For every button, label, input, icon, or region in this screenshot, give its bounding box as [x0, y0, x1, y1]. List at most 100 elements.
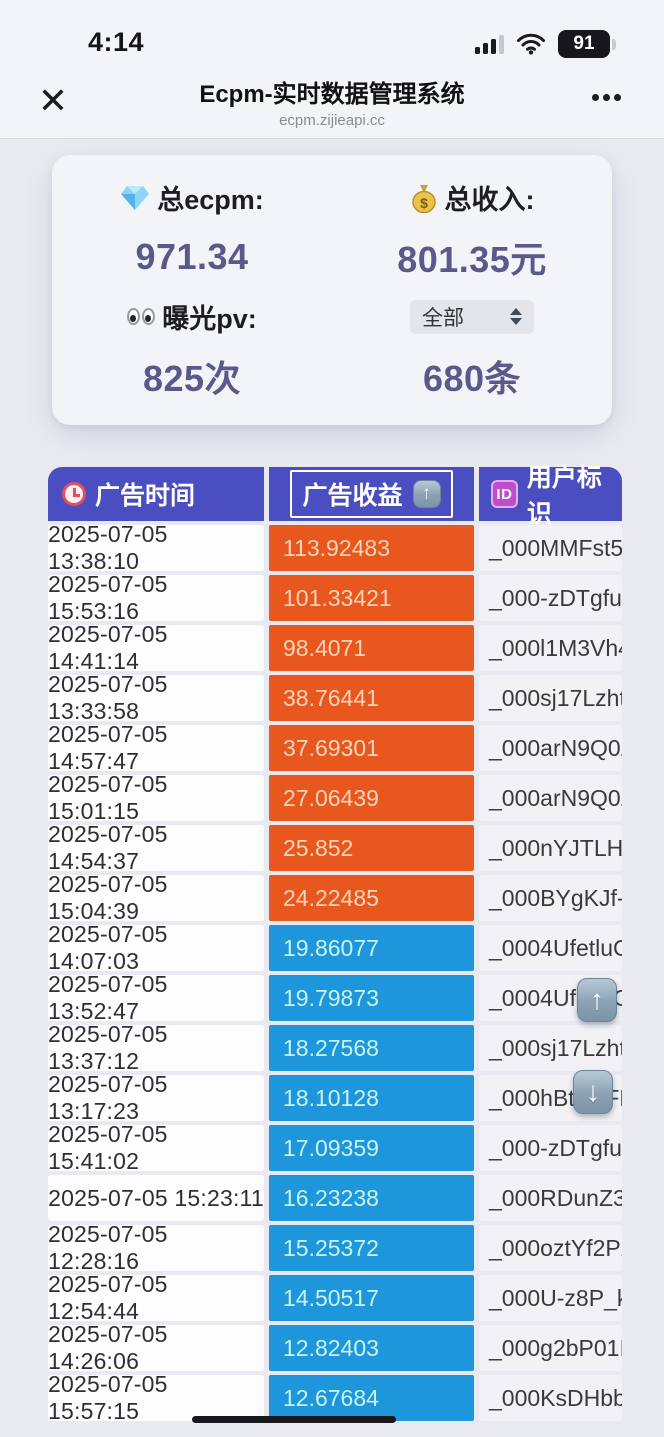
ad-revenue-cell: 19.86077 [269, 925, 474, 971]
filter-select[interactable]: 全部 [410, 299, 534, 334]
total-income-label-row: $ 总收入: [410, 178, 535, 217]
total-ecpm-value: 971.34 [135, 236, 249, 277]
ad-time-cell: 2025-07-05 13:52:47 [48, 971, 264, 1024]
scroll-down-button[interactable]: ↓ [573, 1070, 613, 1114]
table-row: 2025-07-05 13:37:12 18.27568 _000sj17Lzht [48, 1021, 622, 1074]
ad-time-cell: 2025-07-05 14:57:47 [48, 721, 264, 774]
alarm-clock-icon [62, 482, 86, 506]
table-row: 2025-07-05 13:33:58 38.76441 _000sj17Lzht [48, 671, 622, 724]
signal-strength-icon [475, 34, 504, 54]
ad-revenue-cell: 18.27568 [269, 1025, 474, 1071]
battery-icon: 91 [558, 30, 616, 58]
table-body: 2025-07-05 13:38:10113.92483_000MMFst5A2… [48, 521, 622, 1424]
user-id-cell: _000KsDHbb [479, 1375, 622, 1421]
ad-revenue-cell: 38.76441 [269, 675, 474, 721]
table-row: 2025-07-05 14:07:03 19.86077 _0004UfetluG [48, 921, 622, 974]
nav-bar: ✕ Ecpm-实时数据管理系统 ecpm.zijieapi.cc [0, 64, 664, 138]
diamond-icon [120, 185, 150, 211]
ad-revenue-cell: 17.09359 [269, 1125, 474, 1171]
ad-revenue-cell: 25.852 [269, 825, 474, 871]
user-id-cell: _000U-z8P_kl [479, 1275, 622, 1321]
user-id-cell: _000nYJTLHc [479, 825, 622, 871]
header-ad-revenue-label: 广告收益 [302, 482, 403, 510]
user-id-cell: _000-zDTgfu5 [479, 575, 622, 621]
ad-time-cell: 2025-07-05 15:01:15 [48, 771, 264, 824]
ad-time-cell: 2025-07-05 14:54:37 [48, 821, 264, 874]
table-header: 广告时间 广告收益 ↑ ID 用户标识 [48, 464, 622, 528]
ad-revenue-cell: 19.79873 [269, 975, 474, 1021]
user-id-cell: _000BYgKJf-A [479, 875, 622, 921]
header-user-id-label: 用户标识 [526, 464, 602, 528]
user-id-cell: _000oztYf2Pz [479, 1225, 622, 1271]
scroll-up-button[interactable]: ↑ [577, 978, 617, 1022]
ad-revenue-cell: 18.10128 [269, 1075, 474, 1121]
ad-revenue-cell: 24.22485 [269, 875, 474, 921]
table-row: 2025-07-05 14:57:47 37.69301 _000arN9Q0Z [48, 721, 622, 774]
ad-revenue-cell: 12.82403 [269, 1325, 474, 1371]
data-table: 广告时间 广告收益 ↑ ID 用户标识 2025-07-05 13:38:10 1… [48, 464, 622, 1424]
ad-revenue-cell: 101.33421 [269, 575, 474, 621]
header-ad-time-label: 广告时间 [95, 482, 196, 510]
ad-revenue-cell: 16.23238 [269, 1175, 474, 1221]
table-row: 2025-07-05 15:41:02 17.09359 _000-zDTgfu5 [48, 1121, 622, 1174]
page-url: ecpm.zijieapi.cc [279, 111, 385, 129]
exposure-pv-label: 曝光pv: [162, 304, 257, 334]
more-dots-icon[interactable] [578, 74, 634, 120]
ad-time-cell: 2025-07-05 15:53:16 [48, 571, 264, 624]
user-id-cell: _000-zDTgfu5 [479, 1125, 622, 1171]
table-row: 2025-07-05 13:52:47 19.79873 _0004UfetluG [48, 971, 622, 1024]
table-row: 2025-07-05 14:54:37 25.852 _000nYJTLHc [48, 821, 622, 874]
total-ecpm-label: 总ecpm: [157, 185, 264, 215]
header-ad-time: 广告时间 [48, 467, 264, 521]
table-row: 2025-07-05 15:01:15 27.06439 _000arN9Q0Z [48, 771, 622, 824]
user-id-cell: _000arN9Q0Z [479, 775, 622, 821]
ad-revenue-cell: 113.92483 [269, 525, 474, 571]
ad-time-cell: 2025-07-05 14:26:06 [48, 1321, 264, 1374]
close-icon[interactable]: ✕ [37, 80, 69, 121]
home-indicator [192, 1416, 396, 1423]
ad-time-cell: 2025-07-05 12:28:16 [48, 1221, 264, 1274]
chevron-up-down-icon [510, 308, 522, 325]
eyes-icon [127, 308, 156, 325]
total-income-value: 801.35元 [397, 239, 547, 280]
table-row: 2025-07-05 12:28:16 15.25372 _000oztYf2Pz [48, 1221, 622, 1274]
ad-time-cell: 2025-07-05 13:38:10 [48, 521, 264, 574]
table-row: 2025-07-05 15:57:15 12.67684 _000KsDHbb [48, 1371, 622, 1424]
total-income-label: 总收入: [444, 185, 535, 215]
ad-time-cell: 2025-07-05 14:07:03 [48, 921, 264, 974]
ad-revenue-cell: 27.06439 [269, 775, 474, 821]
ad-time-cell: 2025-07-05 12:54:44 [48, 1271, 264, 1324]
table-row: 2025-07-05 13:17:23 18.10128 _000hBtQ3FF [48, 1071, 622, 1124]
status-bar: 4:14 91 [0, 0, 664, 64]
exposure-pv-label-row: 曝光pv: [127, 297, 257, 336]
revenue-sort-button[interactable]: 广告收益 ↑ [290, 470, 453, 518]
table-row: 2025-07-05 12:54:44 14.50517 _000U-z8P_kl [48, 1271, 622, 1324]
wifi-icon [516, 33, 546, 55]
summary-card: 总ecpm: $ 总收入: 971.34 801.35元 曝光pv: 全部 8 [52, 155, 612, 425]
ad-revenue-cell: 15.25372 [269, 1225, 474, 1271]
ad-revenue-cell: 12.67684 [269, 1375, 474, 1421]
user-id-cell: _000g2bP01Ih [479, 1325, 622, 1371]
filter-selected-value: 全部 [422, 306, 464, 330]
ad-time-cell: 2025-07-05 13:17:23 [48, 1071, 264, 1124]
money-bag-icon: $ [410, 183, 438, 213]
user-id-cell: _000MMFst5A [479, 525, 622, 571]
ad-time-cell: 2025-07-05 15:41:02 [48, 1121, 264, 1174]
status-time: 4:14 [88, 27, 145, 57]
user-id-cell: _0004UfetluG [479, 925, 622, 971]
user-id-cell: _000sj17Lzht [479, 1025, 622, 1071]
table-row: 2025-07-05 14:41:14 98.4071 _000l1M3Vh4 [48, 621, 622, 674]
ad-time-cell: 2025-07-05 13:37:12 [48, 1021, 264, 1074]
id-badge-icon: ID [491, 480, 518, 508]
battery-percent: 91 [558, 30, 610, 58]
total-ecpm-label-row: 总ecpm: [120, 178, 264, 217]
user-id-cell: _000l1M3Vh4 [479, 625, 622, 671]
record-count-value: 680条 [422, 358, 522, 399]
header-ad-revenue: 广告收益 ↑ [269, 467, 474, 521]
ad-revenue-cell: 98.4071 [269, 625, 474, 671]
ad-time-cell: 2025-07-05 13:33:58 [48, 671, 264, 724]
